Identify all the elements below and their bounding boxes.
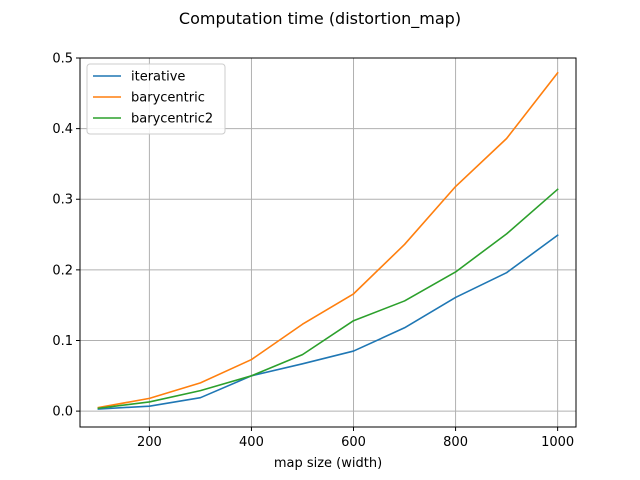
legend-label-barycentric2: barycentric2 xyxy=(131,112,213,127)
legend: iterative barycentric barycentric2 xyxy=(86,63,226,135)
y-tick-label: 0.4 xyxy=(52,122,73,137)
y-tick-label: 0.0 xyxy=(52,405,73,420)
y-tick-label: 0.5 xyxy=(52,52,73,67)
x-tick-label: 1000 xyxy=(541,435,574,450)
plot-frame xyxy=(79,57,577,428)
series-line-barycentric2 xyxy=(97,188,559,410)
x-tick-label: 200 xyxy=(137,435,162,450)
legend-box xyxy=(86,63,226,135)
chart-title: Computation time (distortion_map) xyxy=(179,9,461,29)
y-tick-label: 0.3 xyxy=(52,193,73,208)
series-line-barycentric xyxy=(97,71,559,409)
series-lines xyxy=(97,71,559,410)
x-tick-label: 400 xyxy=(239,435,264,450)
legend-label-iterative: iterative xyxy=(131,70,185,85)
axis-ticks: 200 400 600 800 1000 0.0 0.1 0.2 0.3 0.4 0.5 xyxy=(52,52,574,451)
legend-label-barycentric: barycentric xyxy=(131,91,205,106)
y-tick-label: 0.2 xyxy=(52,263,73,278)
series-line-iterative xyxy=(97,234,559,410)
y-tick-label: 0.1 xyxy=(52,334,73,349)
x-tick-label: 800 xyxy=(443,435,468,450)
x-tick-label: 600 xyxy=(341,435,366,450)
x-axis-label: map size (width) xyxy=(274,456,382,471)
